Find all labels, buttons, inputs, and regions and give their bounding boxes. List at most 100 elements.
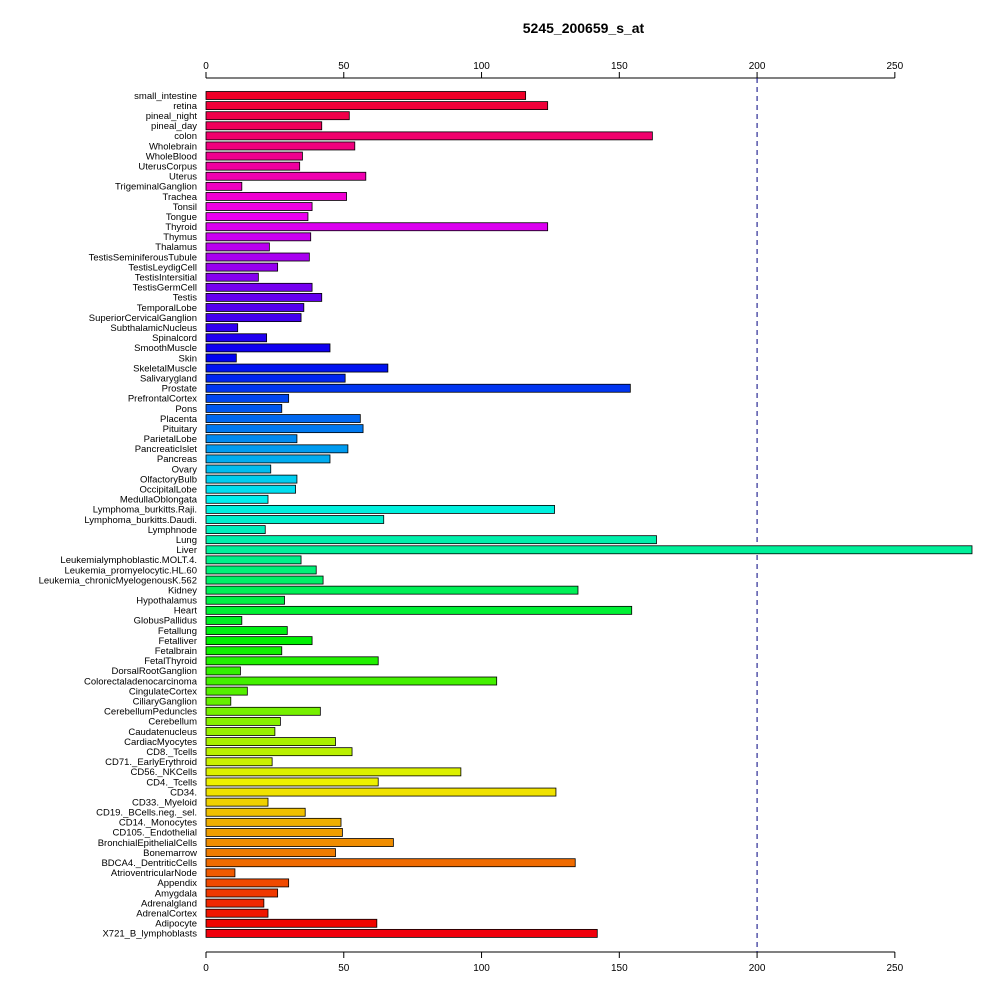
- bar: [205, 333, 268, 343]
- category-label: WholeBlood: [146, 151, 197, 162]
- category-label: Cerebellum: [148, 717, 197, 728]
- bar: [205, 636, 313, 646]
- bar: [205, 494, 269, 504]
- bar: [205, 838, 394, 847]
- bar: [205, 817, 342, 827]
- category-label: OlfactoryBulb: [140, 474, 197, 485]
- category-label: Fetalliver: [158, 636, 197, 647]
- category-label: Skin: [179, 353, 197, 364]
- bar: [205, 757, 273, 767]
- category-label: X721_B_lymphoblasts: [102, 929, 197, 940]
- category-label: Lymphnode: [148, 525, 197, 536]
- bar: [205, 474, 298, 484]
- tick-label-top: 50: [338, 61, 350, 72]
- bar: [205, 444, 349, 454]
- category-label: Spinalcord: [152, 333, 197, 344]
- bar: [205, 202, 313, 211]
- bar: [205, 161, 301, 171]
- category-label: Caudatenucleus: [128, 727, 197, 738]
- category-label: Uterus: [169, 172, 197, 183]
- tick-label-bottom: 100: [473, 963, 490, 974]
- category-label: TestisIntersitial: [135, 273, 197, 284]
- category-label: PancreaticIslet: [135, 444, 198, 455]
- bar: [205, 141, 356, 151]
- bar: [205, 383, 631, 393]
- category-label: CardiacMyocytes: [124, 737, 197, 748]
- bar: [205, 404, 283, 413]
- category-label: CD71._EarlyErythroid: [105, 757, 197, 768]
- category-label: CD14._Monocytes: [119, 818, 197, 829]
- tick-label-top: 250: [887, 61, 904, 72]
- bar: [205, 393, 290, 403]
- bar: [205, 272, 259, 282]
- bar: [205, 101, 549, 110]
- bar: [205, 777, 379, 787]
- category-label: Testis: [173, 293, 198, 304]
- bar: [205, 696, 232, 706]
- category-label: Adrenalgland: [141, 898, 197, 909]
- bar: [205, 828, 343, 837]
- category-label: pineal_night: [146, 111, 198, 122]
- category-label: TrigeminalGanglion: [115, 182, 197, 193]
- category-label: TestisSeminiferousTubule: [89, 252, 197, 263]
- bar: [205, 343, 331, 353]
- category-label: CD8._Tcells: [146, 747, 197, 758]
- category-label: FetalThyroid: [144, 656, 197, 667]
- category-label: TestisGermCell: [133, 283, 197, 294]
- category-label: CD56._NKCells: [130, 767, 197, 778]
- category-labels-group: small_intestineretinapineal_nightpineal_…: [39, 91, 198, 940]
- bar: [205, 747, 353, 757]
- tick-label-top: 150: [611, 61, 628, 72]
- category-label: Prostate: [162, 384, 197, 395]
- bar: [205, 252, 310, 262]
- category-label: retina: [173, 101, 197, 112]
- category-label: Lung: [176, 535, 197, 546]
- category-label: Leukemia_promyelocytic.HL.60: [64, 565, 197, 576]
- category-label: TemporalLobe: [137, 303, 197, 314]
- category-label: Placenta: [160, 414, 198, 425]
- bar: [205, 898, 265, 908]
- bar: [205, 767, 462, 777]
- category-label: Tonsil: [173, 202, 197, 213]
- category-label: Amygdala: [155, 888, 198, 899]
- category-label: Ovary: [172, 464, 198, 475]
- category-label: SuperiorCervicalGanglion: [89, 313, 197, 324]
- bar: [205, 222, 549, 232]
- tick-label-bottom: 250: [887, 963, 904, 974]
- category-label: Lymphoma_burkitts.Daudi.: [84, 515, 197, 526]
- category-label: CD4._Tcells: [146, 777, 197, 788]
- category-label: Kidney: [168, 585, 197, 596]
- bar: [205, 666, 241, 676]
- tick-label-bottom: 50: [338, 963, 350, 974]
- category-label: CerebellumPeduncles: [104, 707, 197, 718]
- category-label: SkeletalMuscle: [133, 363, 197, 374]
- category-label: Adipocyte: [155, 919, 197, 930]
- category-label: SubthalamicNucleus: [110, 323, 197, 334]
- bar: [205, 737, 336, 746]
- bar: [205, 414, 361, 423]
- bar: [205, 504, 555, 514]
- category-label: small_intestine: [134, 91, 197, 102]
- category-label: Fetalbrain: [155, 646, 197, 657]
- tick-label-top: 200: [749, 61, 766, 72]
- bar: [205, 656, 379, 666]
- bar: [205, 787, 557, 797]
- category-label: pineal_day: [151, 121, 197, 132]
- bar: [205, 373, 346, 383]
- bar: [205, 928, 598, 938]
- tick-label-bottom: 200: [749, 963, 766, 974]
- bar: [205, 706, 321, 716]
- category-label: ParietalLobe: [144, 434, 197, 445]
- category-label: AdrenalCortex: [136, 909, 197, 920]
- tick-label-bottom: 0: [203, 963, 209, 974]
- category-label: SmoothMuscle: [134, 343, 197, 354]
- category-label: TestisLeydigCell: [128, 262, 197, 273]
- category-label: Heart: [174, 606, 198, 617]
- category-label: Liver: [176, 545, 197, 556]
- bar: [205, 454, 331, 464]
- bar: [205, 595, 285, 605]
- bar: [205, 858, 576, 868]
- bar: [205, 605, 633, 615]
- category-label: Pituitary: [163, 424, 198, 435]
